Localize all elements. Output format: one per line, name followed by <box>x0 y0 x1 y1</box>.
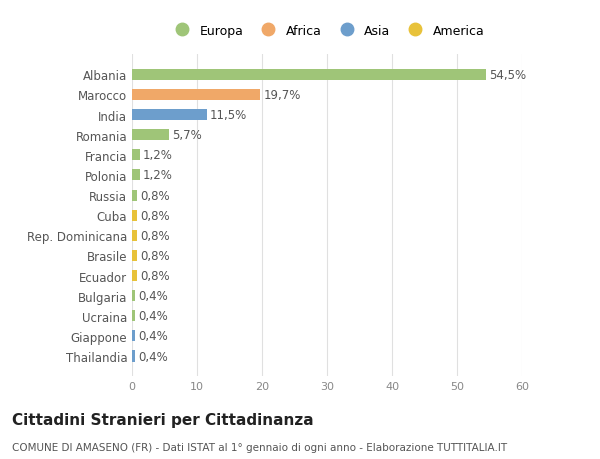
Bar <box>132 250 137 262</box>
Text: 0,4%: 0,4% <box>138 290 167 302</box>
Bar <box>132 210 137 221</box>
Bar <box>132 150 140 161</box>
Bar <box>132 291 134 302</box>
Bar <box>132 70 486 81</box>
Bar <box>132 130 169 141</box>
Bar <box>132 230 137 241</box>
Bar <box>132 110 207 121</box>
Text: 0,8%: 0,8% <box>140 209 170 222</box>
Text: 0,4%: 0,4% <box>138 350 167 363</box>
Text: 5,7%: 5,7% <box>172 129 202 142</box>
Text: 0,8%: 0,8% <box>140 269 170 282</box>
Text: 11,5%: 11,5% <box>210 109 247 122</box>
Legend: Europa, Africa, Asia, America: Europa, Africa, Asia, America <box>164 20 490 43</box>
Text: 1,2%: 1,2% <box>143 169 173 182</box>
Text: 54,5%: 54,5% <box>490 69 527 82</box>
Bar <box>132 170 140 181</box>
Text: COMUNE DI AMASENO (FR) - Dati ISTAT al 1° gennaio di ogni anno - Elaborazione TU: COMUNE DI AMASENO (FR) - Dati ISTAT al 1… <box>12 442 507 452</box>
Text: 0,8%: 0,8% <box>140 249 170 263</box>
Bar <box>132 330 134 341</box>
Text: 0,8%: 0,8% <box>140 230 170 242</box>
Bar <box>132 90 260 101</box>
Text: 0,4%: 0,4% <box>138 310 167 323</box>
Bar <box>132 311 134 322</box>
Text: 0,8%: 0,8% <box>140 189 170 202</box>
Text: Cittadini Stranieri per Cittadinanza: Cittadini Stranieri per Cittadinanza <box>12 413 314 428</box>
Bar <box>132 270 137 281</box>
Text: 0,4%: 0,4% <box>138 330 167 343</box>
Bar <box>132 351 134 362</box>
Text: 19,7%: 19,7% <box>263 89 301 102</box>
Bar <box>132 190 137 201</box>
Text: 1,2%: 1,2% <box>143 149 173 162</box>
